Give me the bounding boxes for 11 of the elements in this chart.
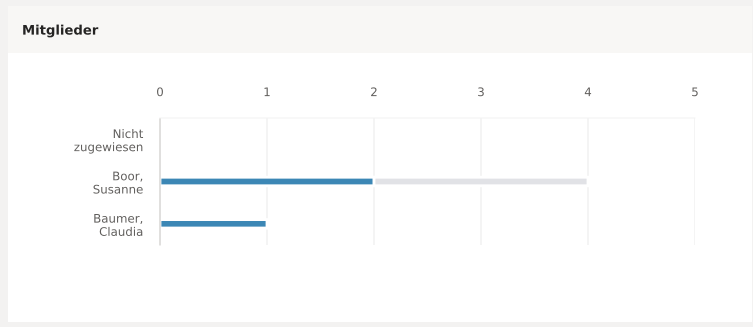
x-tick-label: 0 [157, 87, 163, 96]
y-tick-label: Nicht zugewiesen [74, 128, 144, 154]
x-tick-label: 4 [584, 87, 592, 96]
y-tick-label: Baumer, Claudia [94, 214, 142, 236]
x-tick-label: 1 [264, 87, 270, 96]
bar [160, 218, 268, 230]
y-tick-label: Boor, Susanne [94, 172, 143, 194]
chart-title: Mitglieder [23, 24, 98, 38]
x-tick-label: 3 [478, 87, 484, 96]
x-tick-label: 5 [692, 87, 698, 96]
x-tick-label: 2 [371, 87, 377, 96]
